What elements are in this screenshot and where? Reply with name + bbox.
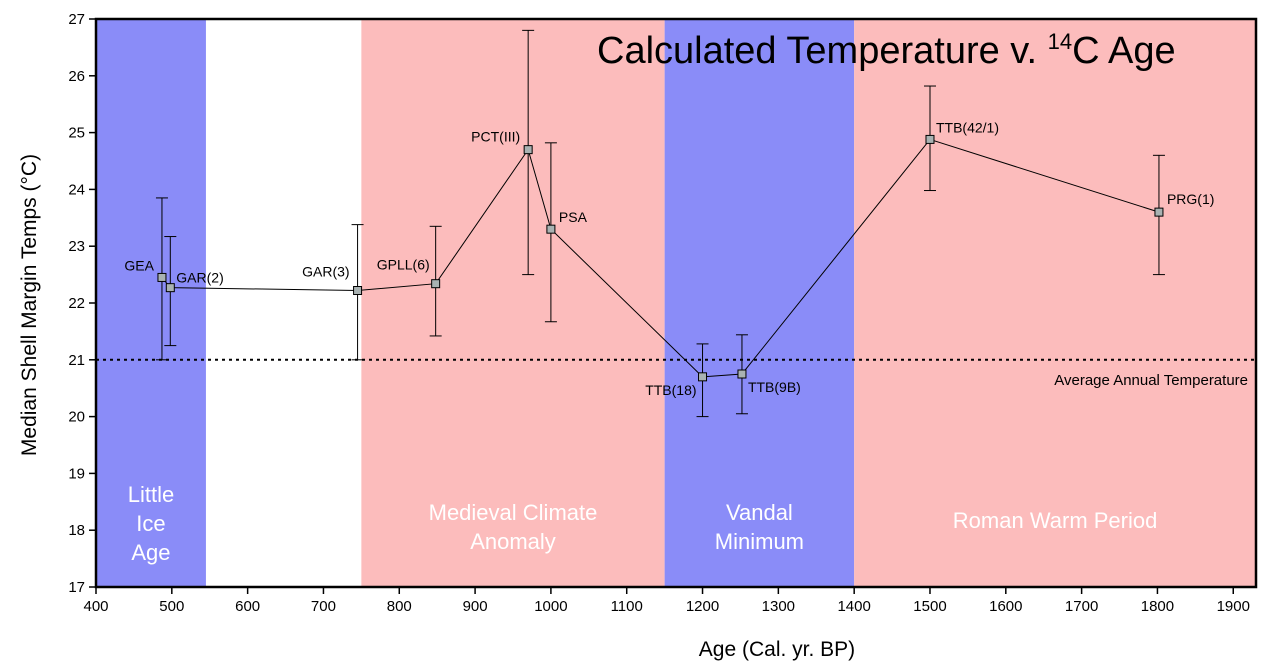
period-band <box>96 19 206 587</box>
period-label: Little <box>128 482 174 507</box>
period-label: Minimum <box>715 529 804 554</box>
y-tick-label: 21 <box>68 352 85 369</box>
x-tick-label: 700 <box>311 598 336 615</box>
data-points <box>157 134 1164 382</box>
x-tick-label: 500 <box>159 598 184 615</box>
period-label: Anomaly <box>470 529 556 554</box>
y-tick-label: 25 <box>68 125 85 142</box>
period-label: Ice <box>136 511 165 536</box>
point-label: GPLL(6) <box>377 257 430 273</box>
x-tick-label: 1400 <box>837 598 870 615</box>
y-tick-label: 19 <box>68 465 85 482</box>
y-tick-label: 18 <box>68 522 85 539</box>
x-tick-label: 1700 <box>1065 598 1098 615</box>
x-tick-label: 1300 <box>762 598 795 615</box>
average-temperature-label: Average Annual Temperature <box>1054 372 1248 389</box>
x-tick-label: 1600 <box>989 598 1022 615</box>
point-label: GAR(3) <box>302 264 349 280</box>
period-band <box>361 19 665 587</box>
y-tick-label: 22 <box>68 295 85 312</box>
point-label: TTB(18) <box>645 382 696 398</box>
point-label: TTB(42/1) <box>936 119 999 135</box>
period-label: Medieval Climate <box>429 500 598 525</box>
x-axis-title: Age (Cal. yr. BP) <box>699 638 855 661</box>
chart-title-superscript: 14 <box>1048 29 1072 54</box>
point-label: PCT(III) <box>471 129 520 145</box>
data-point <box>523 145 533 155</box>
data-point <box>353 286 363 296</box>
series-line <box>161 138 1160 378</box>
data-point <box>431 279 441 289</box>
y-tick-label: 23 <box>68 238 85 255</box>
x-tick-label: 1900 <box>1217 598 1250 615</box>
point-label: GAR(2) <box>176 270 223 286</box>
period-labels: Little Ice Age Medieval Climate Anomaly Vanda… <box>128 482 1158 565</box>
chart-title-suffix: C Age <box>1072 30 1176 72</box>
data-point <box>157 272 167 282</box>
y-tick-label: 20 <box>68 409 85 426</box>
point-label: TTB(9B) <box>748 379 801 395</box>
data-point <box>165 283 175 293</box>
period-label: Age <box>131 540 170 565</box>
period-band <box>664 19 855 587</box>
x-tick-label: 1100 <box>611 598 643 615</box>
point-labels: GEA GAR(2) GAR(3) GPLL(6) PCT(III) PSA TTB(18)… <box>124 119 1214 397</box>
point-label: PSA <box>559 209 588 225</box>
x-tick-label: 600 <box>235 598 260 615</box>
point-label: GEA <box>124 257 154 273</box>
y-tick-label: 27 <box>68 11 85 28</box>
data-point <box>925 134 935 144</box>
chart-title-main: Calculated Temperature v. <box>597 30 1048 72</box>
period-band <box>854 19 1256 587</box>
x-tick-label: 1000 <box>534 598 567 615</box>
x-tick-label: 900 <box>463 598 488 615</box>
x-tick-label: 400 <box>83 598 108 615</box>
period-bands <box>96 19 1256 587</box>
x-tick-label: 1200 <box>686 598 719 615</box>
x-axis-ticks: 400 500 600 700 800 900 1000 1100 1200 1300 1400 15… <box>83 587 1250 615</box>
y-axis-title: Median Shell Margin Temps (°C) <box>18 154 41 456</box>
period-label: Roman Warm Period <box>953 508 1158 533</box>
period-label: Vandal <box>726 500 793 525</box>
chart-title: Calculated Temperature v. 14C Age <box>597 29 1176 72</box>
x-tick-label: 1800 <box>1141 598 1174 615</box>
y-axis-ticks: 17 18 19 20 21 22 23 24 25 26 27 <box>68 11 96 596</box>
data-point <box>546 224 556 234</box>
point-label: PRG(1) <box>1167 191 1214 207</box>
data-point <box>737 369 747 379</box>
data-point <box>1154 207 1164 217</box>
data-point <box>698 372 708 382</box>
x-tick-label: 800 <box>387 598 412 615</box>
y-tick-label: 24 <box>68 181 85 198</box>
y-tick-label: 17 <box>68 579 85 596</box>
x-tick-label: 1500 <box>913 598 946 615</box>
y-tick-label: 26 <box>68 68 85 85</box>
